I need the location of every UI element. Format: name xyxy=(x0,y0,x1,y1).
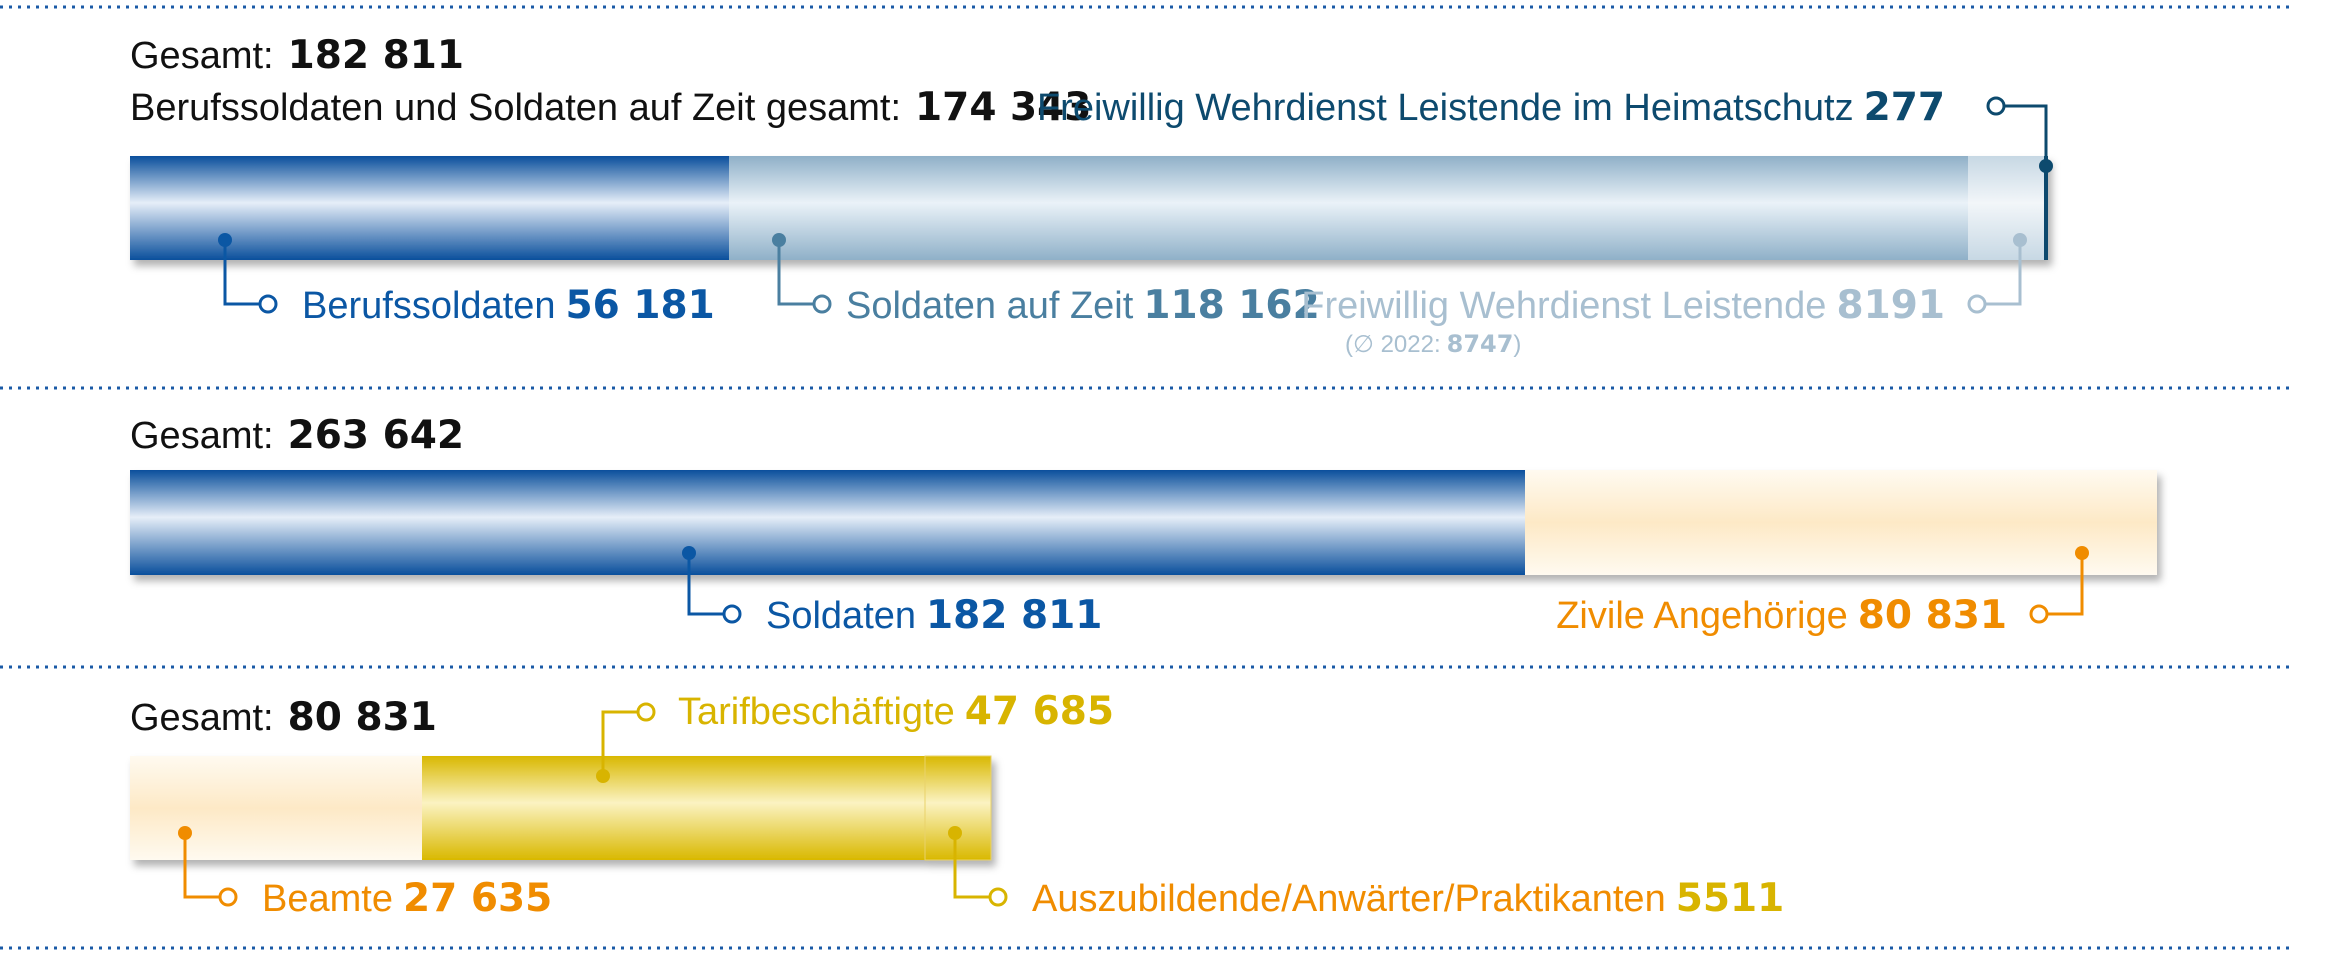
zivile-label: Zivile Angehörige xyxy=(1556,595,1848,637)
fwdl-average-value: 8747 xyxy=(1447,330,1514,358)
tarif-value: 47 685 xyxy=(965,689,1114,734)
azubi-value: 5511 xyxy=(1676,876,1785,921)
svg-text:Freiwillig Wehrdienst Leistend: Freiwillig Wehrdienst Leistende 8191 xyxy=(1301,283,1945,328)
bar-segment-soldaten-auf-zeit xyxy=(729,156,1988,260)
soldaten-value: 182 811 xyxy=(926,593,1102,638)
leader-fwdl xyxy=(1967,233,2027,314)
svg-text:Gesamt:263 642: Gesamt: 263 642 xyxy=(130,413,464,458)
bar-civil xyxy=(130,755,992,861)
section-soldiers: Gesamt: 182 811 Berufssoldaten und Soldat… xyxy=(130,33,2053,358)
bar-segment-soldaten xyxy=(130,470,1525,575)
bar-total xyxy=(130,470,2157,575)
soldaten-label: Soldaten xyxy=(766,595,916,637)
fwdl-value: 8191 xyxy=(1836,283,1945,328)
leader-azubi xyxy=(948,826,1008,907)
total-label: Gesamt: xyxy=(130,415,274,457)
leader-heimatschutz xyxy=(1986,96,2053,173)
svg-text:(∅ 2022:8747): (∅ 2022: 8747) xyxy=(1345,330,1521,358)
svg-text:Gesamt:182 811: Gesamt: 182 811 xyxy=(130,33,464,78)
svg-text:Berufssoldaten und Soldaten au: Berufssoldaten und Soldaten auf Zeit ges… xyxy=(130,85,1091,130)
azubi-label: Auszubildende/Anwärter/Praktikanten xyxy=(1032,878,1666,920)
bar-segment-azubi xyxy=(924,755,992,861)
leader-soldaten-auf-zeit xyxy=(772,233,832,314)
bar-segment-tarif xyxy=(422,756,925,860)
subtotal-label: Berufssoldaten und Soldaten auf Zeit ges… xyxy=(130,87,901,129)
bar-segment-beamte xyxy=(130,756,422,860)
berufssoldaten-value: 56 181 xyxy=(566,283,715,328)
svg-text:Freiwillig Wehrdienst Leistend: Freiwillig Wehrdienst Leistende im Heima… xyxy=(1037,85,1945,130)
section-total: Gesamt: 263 642 Soldaten 182 811 Zivile An… xyxy=(130,413,2157,638)
svg-text:Auszubildende/Anwärter/Praktik: Auszubildende/Anwärter/Praktikanten 5511 xyxy=(1032,876,1784,921)
bar-segment-heimatschutz xyxy=(2044,156,2048,260)
total-label: Gesamt: xyxy=(130,35,274,77)
bar-segment-zivile xyxy=(1525,470,2157,575)
heimatschutz-label: Freiwillig Wehrdienst Leistende im Heima… xyxy=(1037,87,1854,129)
leader-beamte xyxy=(178,826,238,907)
leader-tarif xyxy=(596,702,656,783)
beamte-label: Beamte xyxy=(262,878,393,920)
section-civil: Gesamt: 80 831 Tarifbeschäftigte 47 685 Be… xyxy=(130,689,1784,921)
bar-soldiers xyxy=(130,156,2048,260)
subtotal-value: 174 343 xyxy=(915,85,1091,130)
tarif-label: Tarifbeschäftigte xyxy=(678,691,955,733)
leader-zivile xyxy=(2029,546,2089,624)
leader-soldaten xyxy=(682,546,742,624)
soldaten-auf-zeit-value: 118 162 xyxy=(1143,283,1319,328)
soldaten-auf-zeit-label: Soldaten auf Zeit xyxy=(846,285,1134,327)
beamte-value: 27 635 xyxy=(403,876,552,921)
total-value: 80 831 xyxy=(288,695,437,740)
leader-berufssoldaten xyxy=(218,233,278,314)
total-value: 182 811 xyxy=(288,33,464,78)
separators xyxy=(0,5,2290,950)
fwdl-label: Freiwillig Wehrdienst Leistende xyxy=(1301,285,1826,327)
bar-segment-fwdl xyxy=(1968,156,2044,260)
fwdl-average-suffix: ) xyxy=(1513,331,1521,358)
fwdl-average-prefix: (∅ 2022: xyxy=(1345,331,1441,358)
zivile-value: 80 831 xyxy=(1858,593,2007,638)
heimatschutz-value: 277 xyxy=(1864,85,1945,130)
total-label: Gesamt: xyxy=(130,697,274,739)
svg-text:Gesamt:80 831: Gesamt: 80 831 xyxy=(130,695,437,740)
total-value: 263 642 xyxy=(288,413,464,458)
berufssoldaten-label: Berufssoldaten xyxy=(302,285,556,327)
